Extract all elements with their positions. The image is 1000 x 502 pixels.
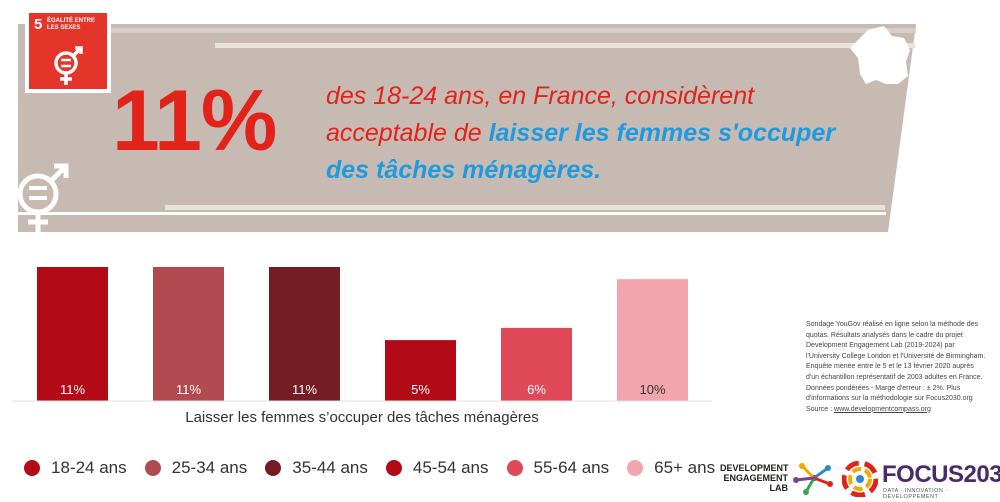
bar-value-label: 10% [639, 382, 665, 397]
headline-banner: 5 ÉGALITÉ ENTRE LES SEXES 11% des 18-24 … [0, 0, 1000, 240]
legend-dot [24, 460, 40, 476]
bar-chart: 11% 11% 11% 5% 6% 10% Laisser les femmes s’oc… [12, 267, 712, 426]
bar-18-24-ans [37, 267, 108, 401]
legend-label: 25-34 ans [171, 458, 248, 477]
development-engagement-lab-logo: DEVELOPMENT ENGAGEMENT LAB [720, 460, 840, 496]
methodology-text: Sondage YouGov réalisé en ligne selon la… [806, 321, 986, 403]
bar-65-ans [617, 279, 688, 401]
legend-dot [385, 460, 402, 476]
del-logo-mark [793, 463, 833, 495]
banner-shape [18, 24, 916, 232]
source-link[interactable]: www.developmentcompass.org [834, 405, 931, 413]
sdg-label: ÉGALITÉ ENTRE LES SEXES [47, 18, 96, 31]
legend-item: 55-64 ans [506, 458, 610, 478]
banner-stripe-top-2 [215, 43, 915, 48]
legend-item: 35-44 ans [265, 458, 368, 478]
legend-label: 65+ ans [654, 458, 716, 477]
legend-item: 18-24 ans [24, 458, 127, 478]
legend-item: 45-54 ans [385, 458, 489, 478]
x-axis-label: Laisser les femmes s’occuper des tâches … [185, 409, 539, 426]
banner-stripe-bottom-2 [18, 212, 886, 215]
del-line2: ENGAGEMENT [723, 473, 788, 483]
bar-value-label: 11% [176, 382, 201, 397]
legend-label: 18-24 ans [51, 458, 127, 477]
legend-label: 35-44 ans [292, 458, 368, 477]
legend-label: 45-54 ans [412, 458, 489, 477]
focus2030-logo: FOCUS2030 DATA · INNOVATION · DÉVELOPPEM… [842, 460, 1000, 500]
banner-stripe-top [100, 28, 916, 33]
legend-dot [144, 460, 161, 476]
sdg-number: 5 [34, 16, 43, 33]
legend-dot [506, 460, 523, 476]
bar-group: 11% 11% 11% 5% 6% 10% [37, 267, 688, 401]
bar-value-label: 6% [527, 382, 546, 397]
bar-value-label: 11% [60, 382, 85, 397]
legend-label: 55-64 ans [533, 458, 610, 477]
legend-dot [627, 460, 644, 476]
focus2030-wordmark: FOCUS2030 [882, 461, 1000, 488]
sdg-5-badge: 5 ÉGALITÉ ENTRE LES SEXES [28, 12, 108, 90]
bar-55-64-ans [501, 327, 572, 401]
focus2030-tagline: DATA · INNOVATION · DÉVELOPPEMENT [883, 488, 948, 500]
headline-text-part1: des 18-24 ans, en France, considèrent ac… [326, 82, 755, 147]
chart-legend: 18-24 ans 25-34 ans 35-44 ans 45-54 ans … [24, 456, 733, 480]
bar-value-label: 11% [292, 382, 317, 397]
legend-dot [265, 460, 282, 476]
gender-equality-icon [17, 163, 69, 232]
banner-background [17, 24, 916, 232]
methodology-note: Sondage YouGov réalisé en ligne selon la… [806, 320, 988, 415]
legend-item: 25-34 ans [144, 458, 248, 478]
bar-45-54-ans [385, 340, 456, 401]
headline-text: des 18-24 ans, en France, considèrent ac… [326, 78, 846, 189]
sdg-gender-icon [54, 46, 83, 85]
headline-percent: 11% [112, 73, 277, 169]
france-map-icon [850, 26, 910, 84]
del-logo-text: DEVELOPMENT ENGAGEMENT LAB [720, 463, 789, 493]
bar-25-34-ans [153, 267, 224, 401]
del-line1: DEVELOPMENT [720, 463, 789, 473]
headline-text-highlight: laisser les femmes s'occuper des tâches … [326, 119, 836, 184]
del-line3: LAB [769, 483, 789, 493]
bar-35-44-ans [269, 267, 340, 401]
banner-stripe-bottom [165, 205, 885, 210]
bar-value-label: 5% [411, 382, 430, 397]
legend-item: 65+ ans [627, 458, 715, 478]
source-prefix: Source : [806, 405, 833, 413]
focus2030-logo-mark [842, 461, 878, 497]
